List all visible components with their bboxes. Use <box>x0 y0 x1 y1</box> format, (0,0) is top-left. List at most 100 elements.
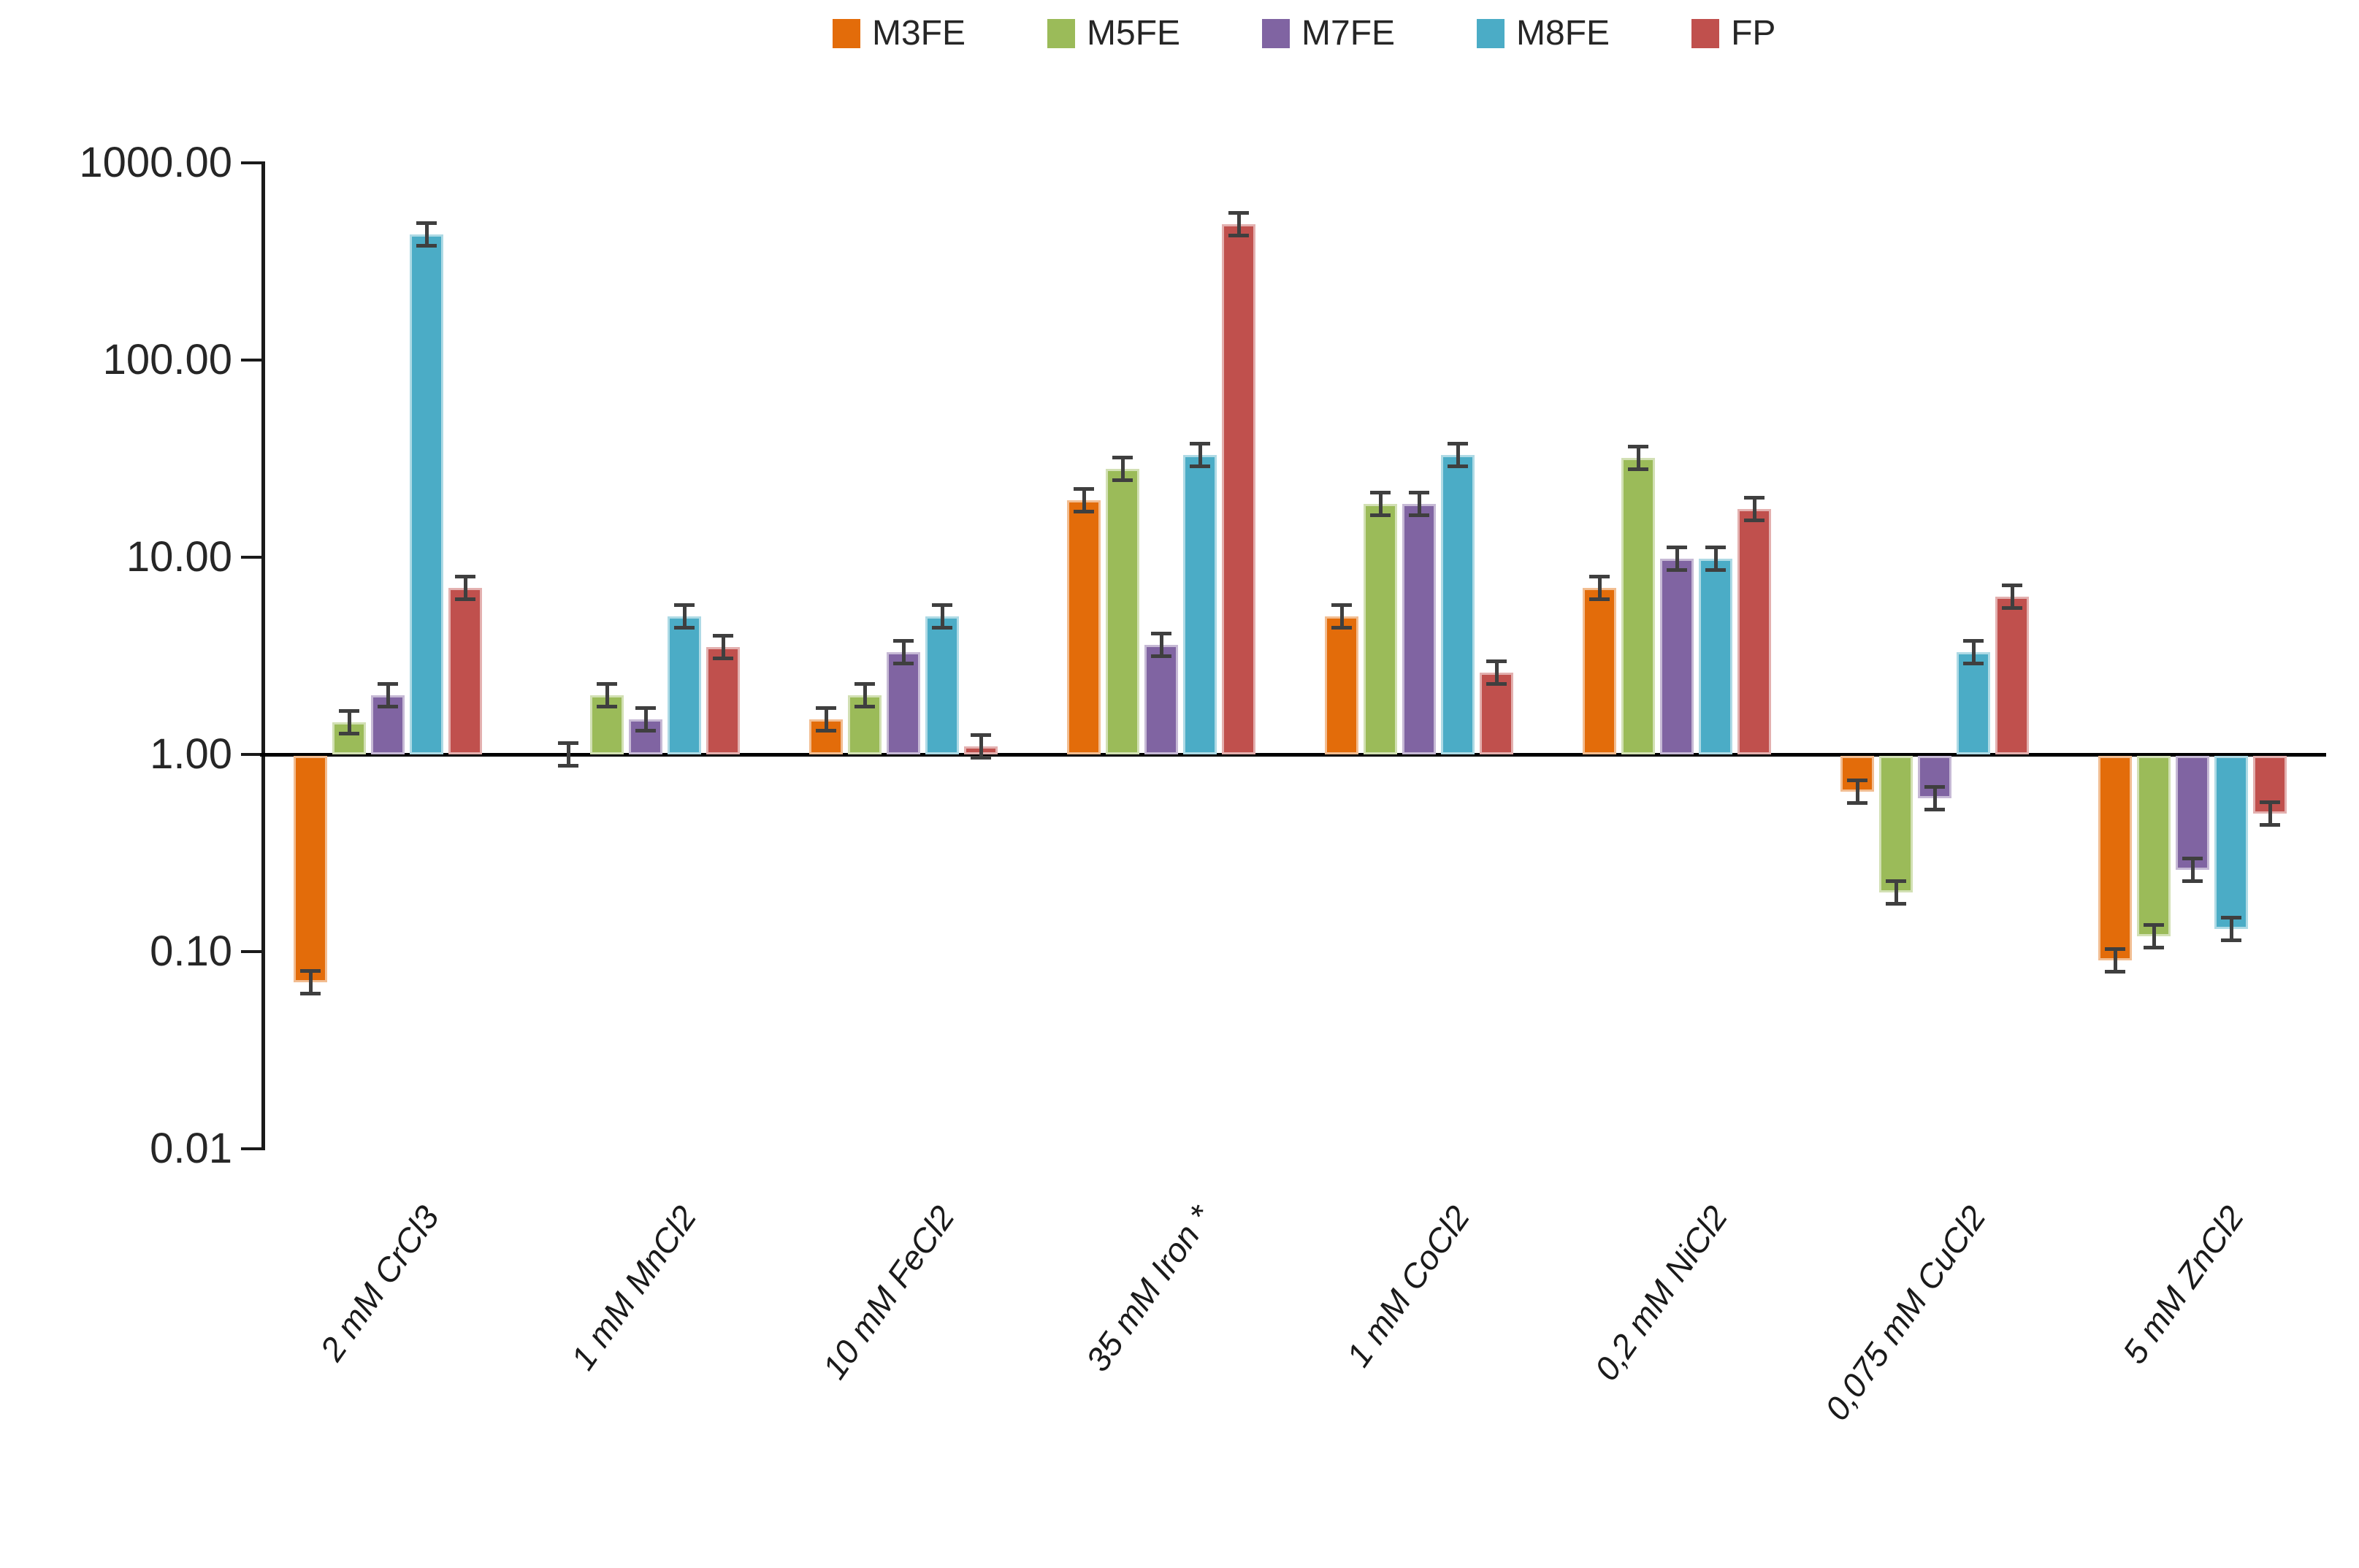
y-axis-tick <box>241 556 261 559</box>
legend-label: M5FE <box>1087 14 1181 53</box>
error-bar-stem <box>605 685 609 705</box>
baseline-axis <box>260 753 2326 757</box>
y-axis-tick-label: 100.00 <box>102 336 232 383</box>
error-bar-icon <box>597 681 617 708</box>
bar-m3fe-1-mm-cocl2 <box>1325 616 1358 754</box>
error-bar-stem <box>1120 459 1125 479</box>
bar-m3fe-5-mm-zncl2 <box>2098 756 2132 961</box>
error-bar-stem <box>863 685 867 705</box>
error-bar-icon <box>2260 800 2280 827</box>
error-bar-icon <box>1370 491 1391 518</box>
bar-m8fe-1-mm-cocl2 <box>1441 455 1475 754</box>
error-bar-stem <box>1971 643 1976 662</box>
bar-m8fe-1-mm-mncl2 <box>668 616 701 754</box>
x-axis-category-label: 1 mM CoCl2 <box>1339 1198 1477 1374</box>
y-axis-line <box>261 161 265 1150</box>
error-bar-stem <box>386 685 390 705</box>
bar-fp-1-mm-mncl2 <box>706 647 740 754</box>
error-bar-stem <box>463 578 467 597</box>
error-bar-icon <box>1190 442 1210 468</box>
error-bar-stem <box>2190 860 2195 879</box>
error-bar-icon <box>1331 603 1352 630</box>
error-bar-stem <box>1339 607 1344 627</box>
error-bar-icon <box>1151 631 1171 658</box>
bar-fp-0-2-mm-nicl2 <box>1737 509 1771 754</box>
x-axis-category-label: 5 mM ZnCl2 <box>2114 1198 2251 1371</box>
y-axis-tick-label: 0.01 <box>150 1125 232 1172</box>
legend-label: M7FE <box>1301 14 1396 53</box>
error-bar-icon <box>2182 856 2203 883</box>
error-bar-icon <box>558 741 578 768</box>
y-axis-tick <box>241 753 261 756</box>
y-axis-tick-label: 1000.00 <box>79 139 232 186</box>
error-bar-icon <box>1409 491 1429 518</box>
x-axis-category-label: 10 mM FeCl2 <box>814 1198 962 1386</box>
legend-item-m3fe: M3FE <box>833 16 966 51</box>
error-bar-icon <box>455 574 475 601</box>
error-bar-icon <box>674 603 695 630</box>
legend-label: FP <box>1731 14 1776 53</box>
legend-swatch-icon <box>833 19 860 48</box>
error-bar-stem <box>1675 549 1679 569</box>
error-bar-stem <box>424 224 429 244</box>
bar-m8fe-5-mm-zncl2 <box>2214 756 2248 930</box>
legend: M3FE M5FE M7FE M8FE FP <box>833 16 1775 51</box>
x-axis-category-label: 0,2 mM NiCl2 <box>1587 1198 1735 1388</box>
bar-m8fe-35-mm-iron- <box>1183 455 1217 754</box>
error-bar-icon <box>1589 574 1610 601</box>
bar-m7fe-5-mm-zncl2 <box>2176 756 2209 870</box>
error-bar-stem <box>2152 926 2156 946</box>
bar-m3fe-10-mm-fecl2 <box>809 719 843 754</box>
bar-m7fe-1-mm-cocl2 <box>1402 504 1436 754</box>
y-axis-tick <box>241 1147 261 1150</box>
bar-m5fe-1-mm-cocl2 <box>1364 504 1397 754</box>
error-bar-stem <box>1713 549 1718 569</box>
bar-m8fe-10-mm-fecl2 <box>925 616 959 754</box>
error-bar-stem <box>1159 635 1163 654</box>
bar-m8fe-0-075-mm-cucl2 <box>1957 652 1990 754</box>
error-bar-icon <box>339 709 359 736</box>
error-bar-icon <box>2144 922 2164 949</box>
error-bar-icon <box>816 706 836 733</box>
error-bar-stem <box>1597 578 1602 597</box>
error-bar-stem <box>1456 445 1460 464</box>
error-bar-icon <box>378 681 398 708</box>
legend-label: M3FE <box>872 14 966 53</box>
error-bar-stem <box>2268 804 2272 824</box>
error-bar-stem <box>1236 214 1241 234</box>
error-bar-icon <box>1448 442 1468 468</box>
y-axis-tick <box>241 950 261 953</box>
bar-fp-2-mm-crcl3 <box>448 587 482 754</box>
y-axis-tick <box>241 359 261 362</box>
error-bar-stem <box>1378 494 1383 514</box>
error-bar-icon <box>1486 659 1507 686</box>
error-bar-stem <box>721 638 725 657</box>
error-bar-stem <box>566 745 570 764</box>
error-bar-icon <box>416 221 437 248</box>
error-bar-stem <box>824 710 828 730</box>
error-bar-stem <box>643 710 648 730</box>
bar-m3fe-2-mm-crcl3 <box>294 756 327 982</box>
error-bar-icon <box>1228 210 1249 237</box>
error-bar-stem <box>901 643 906 662</box>
error-bar-stem <box>1198 445 1202 464</box>
error-bar-icon <box>971 733 991 760</box>
error-bar-icon <box>893 639 914 665</box>
error-bar-icon <box>300 968 321 995</box>
error-bar-icon <box>1886 879 1906 906</box>
bar-m7fe-10-mm-fecl2 <box>887 652 920 754</box>
legend-item-m5fe: M5FE <box>1047 16 1180 51</box>
error-bar-stem <box>2010 587 2014 607</box>
error-bar-stem <box>1417 494 1421 514</box>
legend-swatch-icon <box>1047 19 1076 48</box>
bar-m8fe-2-mm-crcl3 <box>410 234 443 754</box>
error-bar-icon <box>1667 546 1687 573</box>
error-bar-icon <box>713 634 733 661</box>
legend-swatch-icon <box>1691 19 1720 48</box>
bar-m7fe-0-2-mm-nicl2 <box>1660 559 1694 754</box>
x-axis-category-label: 35 mM Iron * <box>1078 1198 1220 1378</box>
error-bar-stem <box>2229 919 2233 939</box>
error-bar-icon <box>2002 584 2022 611</box>
bar-m8fe-0-2-mm-nicl2 <box>1699 559 1732 754</box>
